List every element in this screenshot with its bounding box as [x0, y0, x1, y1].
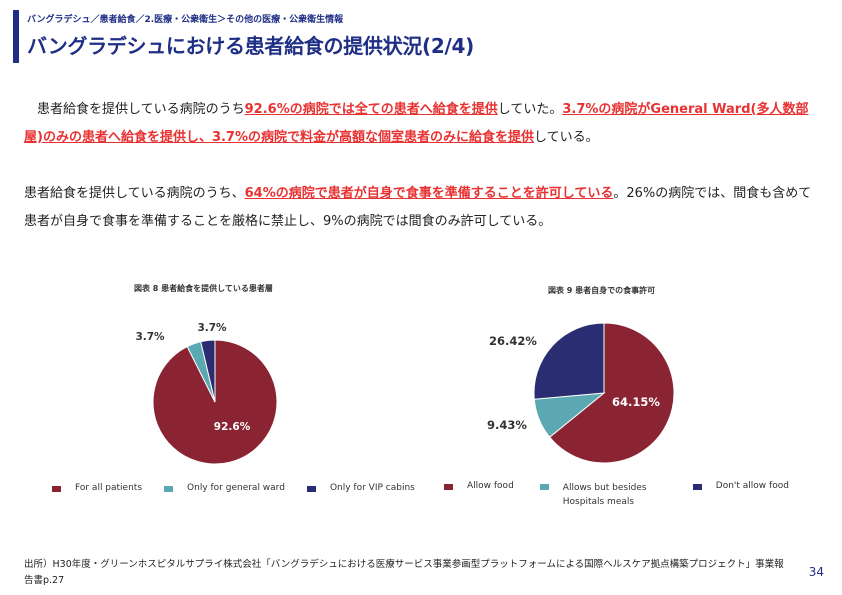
- source-citation: 出所）H30年度・グリーンホスピタルサプライ株式会社「バングラデシュにおける医療…: [24, 559, 784, 586]
- legend-swatch: [444, 484, 453, 490]
- summary-paragraph-2: 患者給食を提供している病院のうち、64%の病院で患者が自身で食事を準備することを…: [24, 180, 824, 236]
- data-label-0: 92.6%: [214, 421, 251, 433]
- chart1-legend-label: Only for general ward: [187, 483, 285, 493]
- chart2-legend: Allow food Allows but besides Hospitals …: [444, 481, 789, 509]
- summary-paragraph-1: 患者給食を提供している病院のうち92.6%の病院では全ての患者へ給食を提供してい…: [24, 96, 824, 152]
- chart1-legend: For all patients Only for general ward O…: [52, 483, 415, 493]
- legend-swatch: [692, 484, 702, 490]
- chart2-legend-item: Allows but besides Hospitals meals: [539, 481, 667, 509]
- data-label-2: 26.42%: [489, 334, 537, 348]
- chart2-legend-label: Allow food: [467, 481, 514, 491]
- p1-text-1: 患者給食を提供している病院のうち: [24, 102, 245, 117]
- pie-slice-2: [533, 322, 605, 400]
- chart1-legend-item: Only for general ward: [164, 483, 285, 493]
- legend-swatch: [164, 486, 174, 492]
- pie-slice-0: [548, 322, 675, 464]
- chart1-legend-label: Only for VIP cabins: [329, 483, 415, 493]
- legend-swatch: [539, 484, 549, 490]
- chart2-legend-label: Don't allow food: [715, 481, 789, 491]
- chart2-title: 図表 9 患者自身での食事許可: [548, 286, 656, 295]
- data-label-1: 3.7%: [135, 331, 165, 343]
- chart1-legend-item: For all patients: [52, 483, 142, 493]
- page-title: バングラデシュにおける患者給食の提供状況(2/4): [27, 34, 474, 58]
- p2-text-1: 患者給食を提供している病院のうち、: [24, 186, 245, 201]
- p1-highlight-1: 92.6%の病院では全ての患者へ給食を提供: [244, 102, 498, 117]
- chart1-legend-label: For all patients: [75, 483, 143, 493]
- chart2-legend-item: Allow food: [444, 481, 514, 509]
- data-label-2: 3.7%: [197, 322, 227, 334]
- p2-highlight-1: 64%の病院で患者が自身で食事を準備することを許可している: [244, 186, 614, 201]
- legend-swatch: [52, 486, 61, 492]
- p2-text-2: 。26%の病院では、間食も含めて患者が自身で食事を準備することを厳格に禁止し、9…: [24, 186, 812, 229]
- chart2-legend-label: Allows but besides Hospitals meals: [562, 483, 647, 507]
- data-label-0: 64.15%: [612, 395, 660, 409]
- breadcrumb: バングラデシュ／患者給食／2.医療・公衆衛生＞その他の医療・公衆衛生情報: [27, 15, 344, 25]
- chart1-title: 図表 8 患者給食を提供している患者層: [134, 284, 273, 293]
- p1-highlight-2: 3.7%の病院がGeneral Ward(多人数部屋)のみの患者へ給食を提供し、…: [24, 102, 809, 145]
- title-accent-bar: [13, 10, 19, 63]
- data-label-1: 9.43%: [487, 418, 527, 432]
- chart1-legend-item: Only for VIP cabins: [306, 483, 415, 493]
- p1-text-3: している。: [534, 130, 599, 145]
- page-number: 34: [808, 565, 824, 579]
- pie-slice-2: [200, 339, 216, 403]
- chart2-legend-item: Don't allow food: [692, 481, 789, 509]
- chart1-pie: 92.6% 3.7% 3.7%: [135, 322, 278, 465]
- chart2-pie: 64.15% 9.43% 26.42%: [487, 322, 675, 464]
- p1-text-2: していた。: [497, 102, 563, 117]
- legend-swatch: [306, 486, 316, 492]
